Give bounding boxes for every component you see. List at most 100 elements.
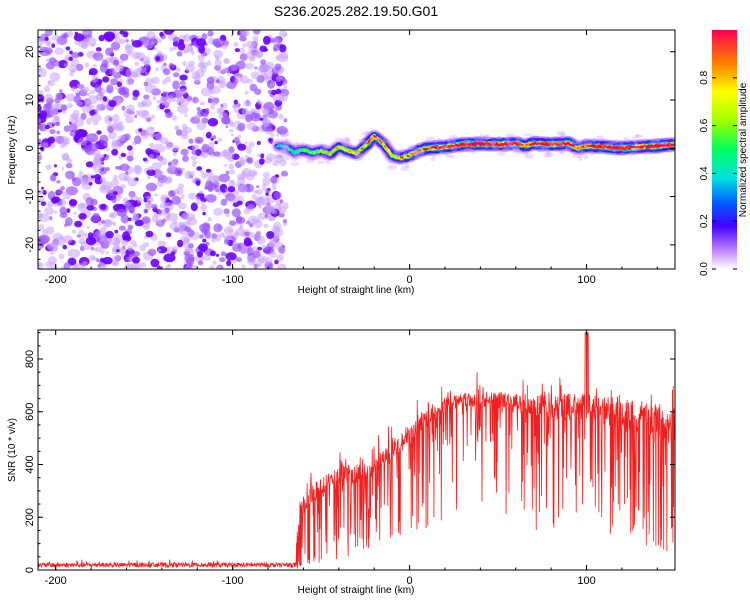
noise-speckle (212, 38, 224, 47)
noise-speckle (166, 265, 170, 268)
spectrogram-xtick-label: -100 (222, 274, 244, 286)
colorbar-tick-label: 0.8 (699, 70, 710, 84)
noise-speckle (50, 174, 57, 181)
noise-speckle (137, 66, 146, 73)
noise-speckle (128, 150, 134, 156)
noise-speckle (173, 152, 177, 155)
noise-speckle (206, 169, 211, 173)
noise-speckle (86, 161, 94, 167)
noise-speckle (59, 207, 67, 215)
ridge-fringe (355, 153, 361, 159)
ridge-fringe (634, 141, 638, 145)
noise-speckle (121, 240, 128, 246)
noise-speckle (185, 64, 195, 72)
noise-speckle (112, 255, 119, 261)
colorbar-tick-label: 0.4 (699, 166, 710, 180)
noise-speckle (106, 251, 109, 254)
noise-speckle (274, 192, 282, 199)
noise-speckle (242, 265, 246, 269)
noise-speckle (82, 87, 89, 93)
ridge-fringe (285, 138, 289, 142)
noise-speckle (37, 66, 43, 72)
noise-speckle (131, 52, 141, 60)
noise-speckle (45, 103, 53, 110)
noise-speckle (130, 218, 135, 222)
noise-speckle (177, 51, 183, 56)
noise-speckle (195, 137, 204, 144)
noise-speckle (202, 212, 206, 215)
noise-speckle (74, 33, 85, 41)
ridge-fringe (524, 133, 534, 136)
noise-speckle (126, 104, 135, 113)
noise-speckle (165, 144, 171, 150)
noise-speckle (224, 58, 230, 64)
noise-speckle (269, 123, 273, 127)
noise-speckle (188, 146, 191, 149)
noise-speckle (195, 114, 200, 120)
noise-speckle (230, 122, 236, 128)
noise-speckle (253, 190, 258, 194)
noise-speckle (93, 64, 97, 67)
noise-speckle (55, 48, 64, 56)
noise-speckle (119, 226, 126, 231)
noise-speckle (201, 66, 207, 72)
snr-xlabel: Height of straight line (km) (298, 585, 415, 596)
noise-speckle (245, 91, 249, 95)
noise-speckle (45, 125, 50, 129)
noise-speckle (205, 108, 209, 113)
noise-speckle (272, 160, 279, 166)
ridge-fringe (317, 160, 325, 164)
noise-speckle (172, 115, 177, 120)
noise-speckle (158, 249, 161, 253)
noise-speckle (38, 125, 43, 130)
noise-speckle (216, 254, 219, 257)
colorbar-tick-label: 0.0 (699, 262, 710, 276)
noise-speckle (54, 210, 58, 214)
ridge-fringe (294, 141, 299, 146)
ridge-fringe (559, 151, 565, 154)
noise-speckle (201, 87, 213, 96)
noise-speckle (68, 57, 73, 61)
noise-speckle (207, 77, 215, 84)
noise-speckle (191, 155, 197, 160)
noise-speckle (252, 171, 256, 175)
noise-speckle (127, 145, 133, 150)
noise-speckle (186, 96, 192, 101)
noise-speckle (112, 114, 120, 122)
noise-speckle (256, 236, 265, 245)
noise-speckle (97, 264, 101, 267)
ridge-fringe (293, 153, 301, 156)
ridge-fringe (403, 152, 407, 155)
noise-speckle (182, 213, 189, 219)
noise-speckle (252, 218, 256, 224)
noise-speckle (236, 75, 242, 82)
noise-speckle (66, 46, 71, 50)
ridge-fringe (561, 131, 567, 137)
ridge-fringe (314, 152, 320, 156)
noise-speckle (236, 216, 243, 224)
noise-speckle (167, 165, 175, 173)
noise-speckle (173, 72, 179, 77)
noise-speckle (276, 93, 288, 102)
noise-speckle (109, 212, 117, 218)
noise-speckle (133, 265, 138, 271)
noise-speckle (211, 138, 214, 141)
ridge-fringe (543, 152, 551, 157)
noise-speckle (280, 200, 283, 204)
noise-speckle (46, 46, 52, 50)
noise-speckle (67, 103, 73, 108)
noise-speckle (56, 131, 60, 135)
noise-speckle (141, 102, 147, 107)
noise-speckle (157, 266, 161, 271)
noise-speckle (122, 246, 125, 250)
noise-speckle (262, 177, 270, 186)
noise-speckle (155, 67, 159, 71)
noise-speckle (225, 188, 228, 192)
noise-speckle (173, 189, 180, 195)
noise-speckle (229, 129, 234, 132)
noise-speckle (228, 164, 234, 170)
noise-speckle (237, 123, 245, 132)
noise-speckle (244, 232, 249, 237)
